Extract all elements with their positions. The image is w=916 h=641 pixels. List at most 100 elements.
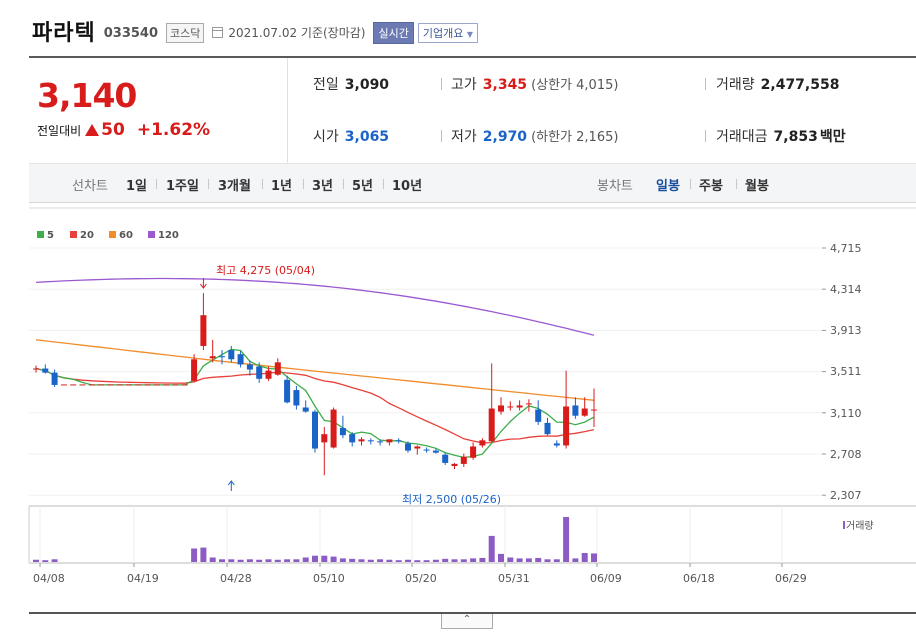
realtime-button[interactable]: 실시간 <box>373 21 414 44</box>
candle-weekly[interactable]: 주봉 <box>699 179 723 194</box>
candle-body <box>386 439 393 443</box>
y-tick-label: 3,110 <box>830 407 862 420</box>
volume-bar <box>256 559 263 562</box>
price-change: 전일대비 50 +1.62% <box>37 120 210 140</box>
candle-body <box>591 409 597 411</box>
volume-bar <box>302 557 309 562</box>
low-label: 저가 <box>451 129 477 145</box>
y-tick-label: 4,715 <box>830 242 862 255</box>
volume-bar <box>432 559 439 562</box>
volume-bar <box>293 559 300 562</box>
y-tick-label: 4,314 <box>830 283 862 296</box>
x-tick-label: 06/09 <box>590 572 622 585</box>
high-price: 고가 3,345 (상한가 4,015) <box>451 74 618 94</box>
candle-body <box>442 454 449 463</box>
volume-bar <box>367 559 374 562</box>
candle-body <box>200 315 207 346</box>
open-value: 3,065 <box>344 129 390 145</box>
x-axis-labels: 04/08 04/19 04/28 05/10 05/20 05/31 06/0… <box>33 572 807 585</box>
volume-bar <box>349 558 356 562</box>
period-3m[interactable]: 3개월 <box>218 179 251 194</box>
divider <box>156 179 157 189</box>
prev-close-value: 3,090 <box>344 77 390 93</box>
volume-value: 2,477,558 <box>760 77 840 93</box>
divider <box>736 179 737 189</box>
candle-monthly[interactable]: 월봉 <box>745 179 769 194</box>
expand-toggle-button[interactable]: ⌃ <box>441 614 493 629</box>
candlesticks <box>33 293 597 476</box>
candle-body <box>330 409 337 448</box>
prev-close-label: 전일 <box>313 77 339 93</box>
volume-bar <box>591 553 597 562</box>
current-price: 3,140 <box>37 76 137 115</box>
low-annotation: 최저 2,500 (05/26) <box>402 493 501 506</box>
up-triangle-icon <box>85 124 100 136</box>
candle-body <box>274 362 281 375</box>
y-tick-label: 3,511 <box>830 365 862 378</box>
candle-body <box>256 366 263 379</box>
volume-bar <box>200 547 207 562</box>
legend-swatch-ma5 <box>37 231 44 238</box>
period-1y[interactable]: 1년 <box>271 179 293 194</box>
candle-body <box>470 446 477 458</box>
divider <box>705 78 706 90</box>
amount-unit: 백만 <box>819 129 846 145</box>
period-10y[interactable]: 10년 <box>392 179 423 194</box>
candle-body <box>377 441 384 443</box>
divider <box>208 179 209 189</box>
volume-bar <box>451 559 458 562</box>
volume-bar <box>246 559 253 562</box>
period-1w[interactable]: 1주일 <box>166 179 199 194</box>
volume-bar <box>507 557 514 562</box>
candle-body <box>423 449 430 451</box>
x-tick-label: 04/28 <box>220 572 252 585</box>
candle-body <box>246 364 253 370</box>
divider <box>303 179 304 189</box>
line-chart-label: 선차트 <box>72 179 108 194</box>
candle-daily[interactable]: 일봉 <box>656 179 680 194</box>
volume-bar <box>498 553 504 562</box>
prev-close: 전일 3,090 <box>313 74 389 94</box>
period-1d[interactable]: 1일 <box>126 179 148 194</box>
candle-body <box>302 407 309 412</box>
price-summary: 3,140 전일대비 50 +1.62% 전일 3,090 고가 3,345 (상한가… <box>29 56 916 165</box>
period-3y[interactable]: 3년 <box>312 179 334 194</box>
legend-ma120: 120 <box>158 230 179 241</box>
high-value: 3,345 <box>482 77 528 93</box>
trade-amount: 거래대금 7,853 백만 <box>716 126 846 146</box>
candle-body <box>572 405 579 416</box>
chart-scrollbar[interactable] <box>29 612 916 614</box>
volume-bar <box>339 558 346 562</box>
company-overview-dropdown[interactable]: 기업개요 ▼ <box>417 22 478 43</box>
open-price: 시가 3,065 <box>313 126 389 146</box>
volume-bar <box>209 557 216 562</box>
divider <box>441 78 442 90</box>
divider <box>343 179 344 189</box>
volume-bar <box>553 559 560 562</box>
period-5y[interactable]: 5년 <box>352 179 374 194</box>
x-tick-label: 05/31 <box>498 572 530 585</box>
low-price: 저가 2,970 (하한가 2,165) <box>451 126 618 146</box>
volume-bar <box>544 559 551 562</box>
volume-bar <box>321 555 328 562</box>
legend-ma5: 5 <box>47 230 54 241</box>
volume-label: 거래량 <box>846 520 874 532</box>
volume-bar <box>312 555 318 562</box>
candle-body <box>349 434 356 443</box>
volume-bar <box>377 559 384 562</box>
y-tick-label: 2,708 <box>830 448 862 461</box>
volume-label: 거래량 <box>716 77 755 93</box>
candle-body <box>479 440 486 446</box>
volume-bar <box>442 558 449 562</box>
candle-body <box>525 403 532 405</box>
high-arrow-head-icon <box>200 283 207 289</box>
low-arrow-head-icon <box>227 480 235 486</box>
change-value: 50 <box>101 120 125 140</box>
x-tick-label: 06/29 <box>775 572 807 585</box>
volume-bar <box>42 560 49 562</box>
stock-name: 파라텍 <box>32 21 96 46</box>
candle-body <box>293 390 300 406</box>
volume-bar <box>460 559 467 562</box>
volume-bar <box>386 559 393 562</box>
candle-body <box>33 368 39 370</box>
